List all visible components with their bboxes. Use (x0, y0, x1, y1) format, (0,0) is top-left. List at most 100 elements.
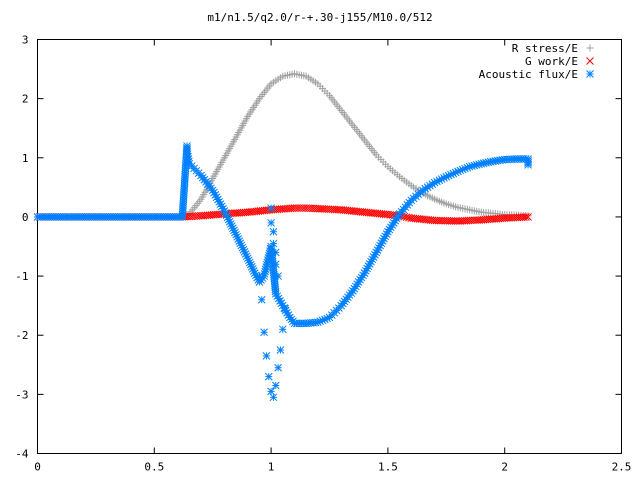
data-point (377, 239, 386, 248)
data-point (267, 218, 275, 227)
plot-frame (37, 39, 622, 454)
data-point (264, 372, 273, 381)
data-point (379, 210, 388, 218)
data-point (440, 199, 448, 207)
chart-title: m1/n1.5/q2.0/r-+.30-j155/M10.0/512 (207, 11, 432, 24)
data-point (269, 227, 278, 236)
data-point (267, 204, 275, 212)
data-point (195, 197, 203, 205)
legend-marker (586, 44, 594, 52)
data-point (265, 82, 273, 90)
y-tick-label: 2 (22, 93, 29, 106)
data-point (333, 205, 341, 214)
x-tick-label: 1.5 (378, 461, 398, 474)
data-point (463, 163, 472, 172)
x-tick-label: 0 (34, 461, 41, 474)
data-point (416, 188, 425, 197)
y-tick-label: -1 (15, 270, 28, 283)
data-point (356, 207, 365, 216)
data-point (271, 260, 280, 269)
y-tick-label: -4 (15, 448, 29, 461)
data-point (496, 214, 505, 223)
y-axis: 3 2 1 0 -1 -2 -3 -4 (15, 34, 622, 461)
data-point (428, 194, 436, 202)
data-point (219, 156, 227, 164)
legend-label: R stress/E (512, 42, 578, 55)
data-point (452, 203, 460, 211)
data-point (242, 252, 251, 261)
series-acoustic-flux-e (33, 142, 532, 328)
y-tick-label: 3 (22, 34, 29, 47)
series-spike-3 (255, 272, 289, 402)
data-point (207, 184, 215, 193)
data-point (347, 289, 356, 297)
data-point (309, 204, 318, 213)
data-point (271, 248, 280, 257)
data-point (242, 115, 250, 123)
legend-marker (586, 70, 594, 78)
data-point (286, 204, 295, 213)
data-point (359, 134, 367, 142)
data-point (323, 314, 332, 323)
data-point (336, 104, 344, 112)
legend-label: G work/E (525, 55, 578, 68)
data-point (231, 135, 239, 143)
data-point (257, 295, 266, 304)
data-point (524, 159, 532, 167)
data-point (239, 208, 248, 217)
data-point (522, 213, 530, 221)
x-tick-label: 2 (501, 461, 508, 474)
data-point (281, 304, 289, 313)
data-point (382, 160, 390, 168)
data-point (278, 325, 287, 334)
data-point (274, 272, 282, 280)
data-point (276, 74, 284, 82)
data-point (255, 272, 264, 280)
data-point (284, 311, 293, 319)
data-point (192, 212, 201, 220)
data-point (262, 352, 271, 360)
data-point (254, 97, 262, 105)
data-point (475, 160, 483, 169)
data-point (311, 78, 319, 86)
x-axis: 0 0.5 1 1.5 2 2.5 (34, 39, 632, 474)
data-point (426, 216, 435, 224)
data-point (260, 328, 268, 337)
data-point (274, 363, 282, 372)
plot-area (33, 70, 532, 402)
data-point (347, 119, 355, 127)
data-point (371, 149, 379, 157)
data-point (394, 212, 402, 221)
data-point (473, 216, 481, 224)
data-point (269, 393, 278, 402)
data-point (323, 89, 331, 97)
y-tick-label: -3 (15, 388, 28, 401)
data-point (276, 346, 285, 354)
x-tick-label: 2.5 (612, 461, 632, 474)
data-point (463, 205, 471, 213)
legend-label: Acoustic flux/E (479, 68, 578, 81)
data-point (300, 72, 308, 80)
data-point (519, 213, 528, 221)
data-point (297, 204, 306, 212)
legend-marker (586, 57, 594, 65)
y-tick-label: 0 (22, 211, 29, 224)
y-tick-label: -2 (15, 329, 28, 342)
data-point (267, 387, 275, 396)
data-point (405, 180, 413, 188)
data-point (449, 217, 458, 225)
x-tick-label: 1 (268, 461, 275, 474)
x-tick-label: 0.5 (144, 461, 164, 474)
data-point (393, 171, 401, 179)
data-point (475, 208, 483, 216)
data-point (269, 239, 278, 248)
data-point (271, 381, 280, 390)
data-point (311, 318, 320, 327)
data-point (364, 262, 373, 271)
series-spike-4 (267, 204, 282, 280)
y-tick-label: 1 (22, 152, 29, 165)
data-point (486, 157, 495, 166)
